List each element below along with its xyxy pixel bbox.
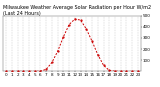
Text: Milwaukee Weather Average Solar Radiation per Hour W/m2 (Last 24 Hours): Milwaukee Weather Average Solar Radiatio…: [3, 5, 151, 16]
